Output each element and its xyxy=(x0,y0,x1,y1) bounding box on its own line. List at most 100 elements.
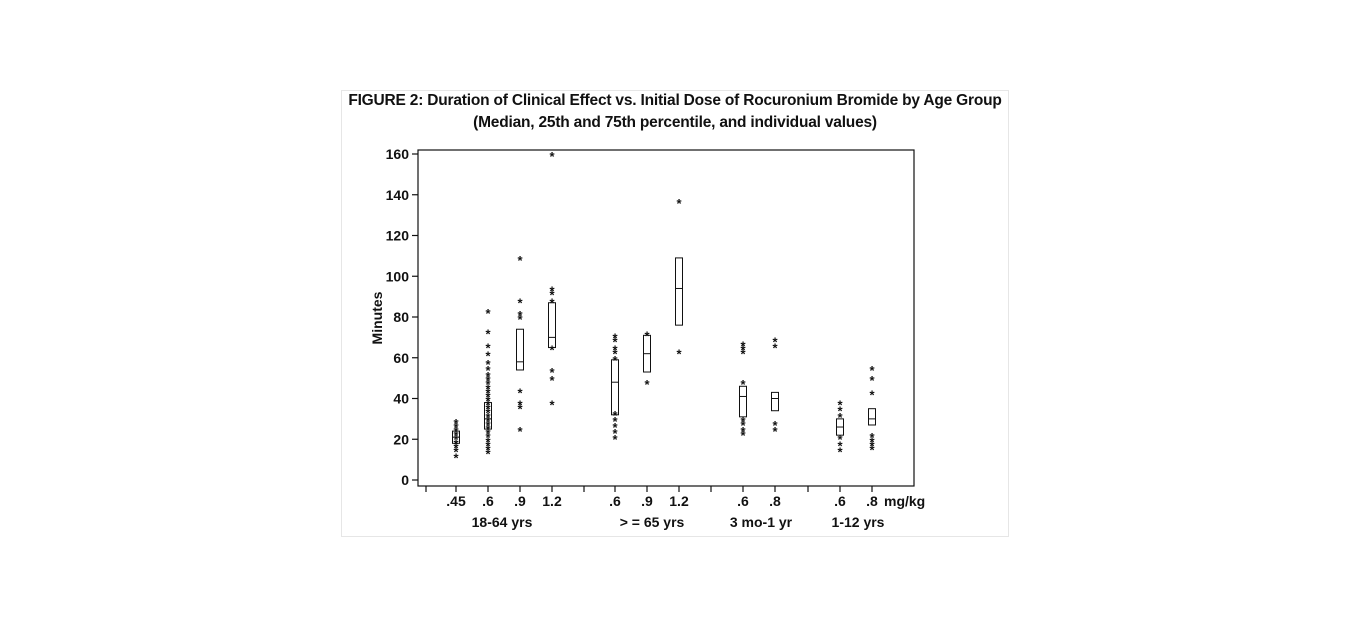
data-point: * xyxy=(772,418,778,433)
box-iqr xyxy=(771,391,779,412)
data-point: * xyxy=(740,418,746,433)
data-point: * xyxy=(485,426,491,441)
data-point: * xyxy=(453,440,459,455)
data-point: * xyxy=(740,377,746,392)
data-point: * xyxy=(837,438,843,453)
data-point: * xyxy=(740,428,746,443)
data-point: * xyxy=(485,369,491,384)
data-point: * xyxy=(740,424,746,439)
data-point: * xyxy=(612,420,618,435)
data-point: * xyxy=(485,438,491,453)
group-label: 1-12 yrs xyxy=(832,514,885,530)
data-point: * xyxy=(837,404,843,419)
data-point: * xyxy=(485,398,491,413)
data-point: * xyxy=(612,408,618,423)
group-label: > = 65 yrs xyxy=(620,514,685,530)
data-point: * xyxy=(869,430,875,445)
x-tick-label: .45 xyxy=(446,493,466,509)
data-point: * xyxy=(772,334,778,349)
data-point: * xyxy=(612,432,618,447)
data-point: * xyxy=(485,377,491,392)
box-iqr xyxy=(739,385,747,418)
data-point: * xyxy=(740,338,746,353)
data-point: * xyxy=(612,334,618,349)
data-point: * xyxy=(869,363,875,378)
data-point: * xyxy=(517,402,523,417)
data-point: * xyxy=(549,343,555,358)
data-point: * xyxy=(485,410,491,425)
data-point: * xyxy=(612,347,618,362)
data-point: * xyxy=(485,446,491,461)
data-point: * xyxy=(612,343,618,358)
x-tick-label: .6 xyxy=(482,493,494,509)
data-point: * xyxy=(485,402,491,417)
data-point: * xyxy=(837,432,843,447)
data-point: * xyxy=(549,149,555,164)
data-point: * xyxy=(676,196,682,211)
data-point: * xyxy=(869,442,875,457)
x-tick-label: .9 xyxy=(514,493,526,509)
data-point: * xyxy=(549,288,555,303)
box-iqr xyxy=(516,328,524,371)
y-tick-label: 40 xyxy=(393,391,409,407)
data-point: * xyxy=(869,434,875,449)
x-axis-unit-label: mg/kg xyxy=(884,493,925,509)
x-tick-label: .6 xyxy=(737,493,749,509)
data-point: * xyxy=(453,436,459,451)
data-point: * xyxy=(485,442,491,457)
data-point: * xyxy=(485,389,491,404)
x-tick-label: .8 xyxy=(769,493,781,509)
x-tick-label: 1.2 xyxy=(669,493,689,509)
data-point: * xyxy=(612,426,618,441)
data-point: * xyxy=(485,422,491,437)
data-point: * xyxy=(740,414,746,429)
data-point: * xyxy=(453,424,459,439)
data-point: * xyxy=(453,416,459,431)
data-point: * xyxy=(612,330,618,345)
data-point: * xyxy=(549,283,555,298)
data-point: * xyxy=(485,341,491,356)
group-label: 18-64 yrs xyxy=(472,514,533,530)
data-point: * xyxy=(485,326,491,341)
data-point: * xyxy=(485,306,491,321)
box-iqr xyxy=(484,402,492,430)
chart-title: FIGURE 2: Duration of Clinical Effect vs… xyxy=(348,92,1002,109)
data-point: * xyxy=(485,418,491,433)
data-point: * xyxy=(772,341,778,356)
y-tick-label: 160 xyxy=(386,146,410,162)
data-point: * xyxy=(837,398,843,413)
data-point: * xyxy=(549,296,555,311)
data-point: * xyxy=(485,394,491,409)
y-axis-label: Minutes xyxy=(369,291,385,344)
data-point: * xyxy=(740,347,746,362)
data-point: * xyxy=(453,428,459,443)
x-tick-label: .6 xyxy=(834,493,846,509)
data-point: * xyxy=(644,328,650,343)
y-tick-label: 80 xyxy=(393,309,409,325)
data-point: * xyxy=(517,253,523,268)
data-point: * xyxy=(517,424,523,439)
data-point: * xyxy=(485,357,491,372)
data-point: * xyxy=(517,296,523,311)
data-point: * xyxy=(485,349,491,364)
y-tick-label: 100 xyxy=(386,268,410,284)
data-point: * xyxy=(517,308,523,323)
y-tick-label: 20 xyxy=(393,431,409,447)
data-point: * xyxy=(837,444,843,459)
data-point: * xyxy=(517,312,523,327)
data-point: * xyxy=(517,398,523,413)
data-point: * xyxy=(676,347,682,362)
data-point: * xyxy=(485,434,491,449)
data-point: * xyxy=(485,381,491,396)
data-point: * xyxy=(549,365,555,380)
group-label: 3 mo-1 yr xyxy=(730,514,793,530)
figure-frame xyxy=(341,90,1009,537)
y-tick-label: 60 xyxy=(393,350,409,366)
x-tick-label: .9 xyxy=(641,493,653,509)
y-tick-label: 0 xyxy=(401,472,409,488)
data-point: * xyxy=(453,420,459,435)
data-point: * xyxy=(485,363,491,378)
data-point: * xyxy=(549,398,555,413)
data-point: * xyxy=(485,414,491,429)
box-iqr xyxy=(868,408,876,426)
